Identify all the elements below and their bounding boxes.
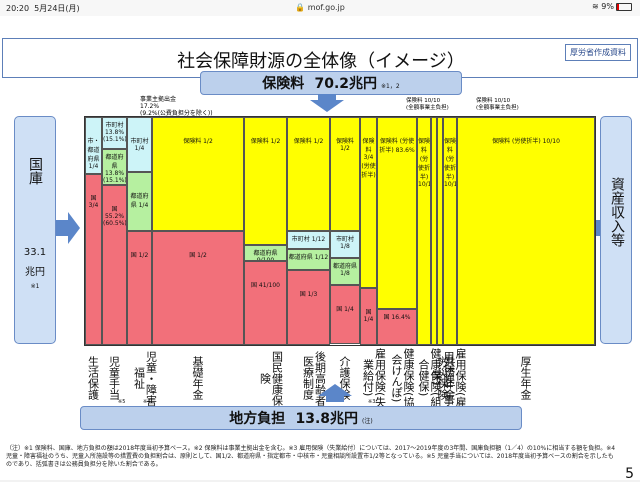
seikatsu-cell-1: 国 3/4: [85, 174, 102, 345]
kaigo-cell-3: 国 1/4: [330, 285, 360, 344]
asset-income-box: 資産収入等: [600, 116, 632, 344]
up-arrow-icon: [318, 384, 352, 402]
funding-chart: 市・都道府県 1/4 国 3/4 市町村 13.8% (15.1%) 都道府県 13.…: [84, 116, 596, 346]
kyoukai-cell-0: 保険料 (労使折半) 83.6%: [377, 117, 417, 309]
footnote: （注）※1 保険料、国庫、地方負担の額は2018年度当初予算ベース。※2 保険料…: [6, 445, 616, 468]
kiso-cell-0: 保険料 1/2: [152, 117, 244, 231]
kaigo-cell-2: 都道府県 1/8: [330, 258, 360, 285]
source-label: 厚労省作成資料: [565, 44, 631, 61]
asset-label: 資産収入等: [609, 177, 625, 247]
kousei-cell-0: 保険料 (労使折半) 10/10: [457, 117, 595, 345]
jidou-cell-0: 市町村 13.8% (15.1%): [102, 117, 127, 149]
koyou-cell-0: 保険料 3/4 (労使折半): [360, 117, 377, 288]
right-arrow-icon: [56, 212, 80, 244]
national-treasury-box: 国庫 33.1 兆円 ※1: [14, 116, 56, 344]
kousei-label: 厚生年金: [519, 356, 532, 400]
rousai-note: 保険料 10/10 (全額事業主負担): [406, 98, 449, 111]
premium-note: ※1，2: [381, 83, 400, 90]
kokuho-cell-2: 国 41/100: [244, 261, 287, 345]
premium-label: 保険料: [262, 76, 305, 92]
koyou-cell-1: 国 1/4: [360, 288, 377, 345]
kyousai-label: 共済年金: [443, 356, 456, 400]
employer-contribution-note: 事業主拠出金 17.2% (9.2%(公費負担分を除く)): [140, 96, 213, 117]
seikatsu-cell-0: 市・都道府県 1/4: [85, 117, 102, 174]
fukushi-cell-0: 市町村 1/4: [127, 117, 152, 172]
jidou-label: 児童手当: [107, 356, 121, 400]
koyou-label: 雇用保険(失業給付): [361, 348, 387, 408]
kokuho-cell-1: 都道府県 9/100: [244, 245, 287, 261]
premium-value: 70.2兆円: [314, 76, 378, 92]
page-number: 5: [625, 466, 634, 482]
national-label: 国庫: [27, 157, 43, 185]
status-bar: 20:20 5月24日(月) 🔒 mof.go.jp ≋ 9%: [0, 0, 640, 16]
kumiai-cell-0: 保険料 (労使折半) 10/10: [417, 117, 431, 345]
battery-indicator: ≋ 9%: [592, 2, 632, 11]
local-note: (注): [362, 418, 373, 425]
kyoukai-label: 健康保険(協会けんぽ): [390, 348, 415, 408]
down-arrow-icon: [310, 94, 344, 112]
battery-icon: [616, 2, 632, 11]
slide: 社会保障財源の全体像（イメージ） 厚労省作成資料 保険料 70.2兆円 ※1，2 …: [0, 16, 640, 482]
local-value: 13.8兆円: [295, 411, 359, 427]
koyou2-cell-0: [431, 117, 437, 345]
fukushi-cell-2: 国 1/2: [127, 231, 152, 345]
kouki-label: 後期高齢者医療制度: [301, 350, 327, 406]
koyou-note: 保険料 10/10 (全額事業主負担): [476, 98, 519, 111]
kiso-label: 基礎年金: [191, 356, 204, 400]
kaigo-cell-1: 市町村 1/8: [330, 231, 360, 258]
kokuho-cell-0: 保険料 1/2: [244, 117, 287, 245]
kyoukai-cell-1: 国 16.4%: [377, 309, 417, 345]
kyousai-cell-0: 保険料 (労使折半) 10/10: [443, 117, 457, 345]
jidou-note: ※5: [118, 399, 126, 405]
premium-total-box: 保険料 70.2兆円 ※1，2: [200, 71, 462, 95]
kokuho-label: 国民健康保険: [258, 350, 284, 406]
lock-icon: 🔒: [295, 3, 306, 12]
jidou-cell-2: 国 55.2% (60.5%): [102, 185, 127, 345]
kumiai-label: 健康保険(組合健保): [417, 348, 442, 408]
fukushi-note: ※4: [143, 399, 151, 405]
fukushi-label: 児童・障害福祉: [132, 350, 158, 406]
koyou-note: ※3: [368, 399, 376, 405]
kouki-cell-2: 都道府県 1/12: [287, 249, 330, 270]
jidou-cell-1: 都道府県 13.8% (15.1%): [102, 149, 127, 185]
rousai-label: 労災保険: [436, 356, 449, 400]
rousai-cell-0: [437, 117, 443, 345]
national-value: 33.1: [23, 247, 47, 258]
local-burden-box: 地方負担 13.8兆円 (注): [80, 406, 522, 430]
status-time: 20:20 5月24日(月): [6, 4, 80, 13]
address-url[interactable]: 🔒 mof.go.jp: [295, 3, 345, 12]
wifi-icon: ≋: [592, 2, 599, 11]
national-unit: 兆円: [25, 267, 45, 278]
kouki-cell-0: 保険料 1/2: [287, 117, 330, 231]
seikatsu-label: 生活保護: [86, 356, 100, 400]
local-label: 地方負担: [229, 411, 286, 427]
national-note: ※1: [30, 283, 40, 290]
slide-title: 社会保障財源の全体像（イメージ）: [177, 51, 465, 72]
kaigo-cell-0: 保険料 1/2: [330, 117, 360, 231]
kiso-cell-1: 国 1/2: [152, 231, 244, 345]
fukushi-cell-1: 都道府県 1/4: [127, 172, 152, 231]
koyou2-label: 雇用保険(雇用保険二事業): [430, 348, 467, 408]
kouki-cell-3: 国 1/3: [287, 270, 330, 345]
kouki-cell-1: 市町村 1/12: [287, 231, 330, 249]
